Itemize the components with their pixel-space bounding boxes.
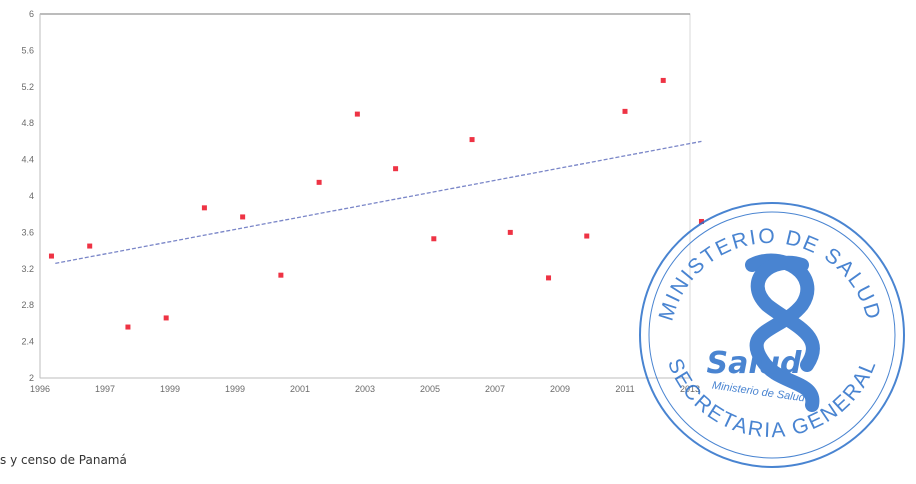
x-tick-label: 1996	[30, 384, 50, 394]
data-point	[354, 111, 360, 117]
x-tick-label: 2007	[485, 384, 505, 394]
x-tick-label: 1997	[95, 384, 115, 394]
data-point	[622, 108, 628, 114]
data-point	[201, 205, 207, 211]
official-stamp: MINISTERIO DE SALUD SECRETARIA GENERAL S…	[639, 202, 905, 468]
data-point	[48, 253, 54, 259]
x-tick-label: 1999	[160, 384, 180, 394]
y-tick-label: 3.2	[21, 264, 34, 274]
data-points	[48, 77, 704, 330]
x-tick-label: 2013	[680, 384, 700, 394]
trendline-layer	[55, 140, 702, 264]
y-axis-ticks: 6 5.6 5.2 4.8 4.4 4 3.6 3.2 2.8 2.4 2	[21, 9, 34, 383]
x-axis-ticks: 1996 1997 1999 1999 2001 2003 2005 2007 2009 2011…	[30, 384, 700, 394]
data-point	[660, 77, 666, 83]
data-point	[584, 233, 590, 239]
y-tick-label: 6	[29, 9, 34, 19]
y-tick-label: 2.4	[21, 337, 34, 347]
data-point	[469, 137, 475, 143]
data-point	[393, 166, 399, 172]
x-tick-label: 2003	[355, 384, 375, 394]
data-point	[431, 236, 437, 242]
y-tick-label: 5.2	[21, 82, 34, 92]
data-point	[87, 243, 93, 249]
data-point	[163, 315, 169, 321]
data-point	[240, 214, 246, 220]
data-point	[546, 275, 552, 281]
data-point	[125, 324, 131, 330]
y-tick-label: 2.8	[21, 300, 34, 310]
x-tick-label: 2009	[550, 384, 570, 394]
y-tick-label: 4	[29, 191, 34, 201]
data-point	[278, 272, 284, 278]
y-tick-label: 3.6	[21, 227, 34, 237]
x-tick-label: 1999	[225, 384, 245, 394]
y-tick-label: 4.8	[21, 118, 34, 128]
x-tick-label: 2011	[615, 384, 634, 394]
stamp-emblem-icon	[745, 253, 820, 412]
y-tick-label: 5.6	[21, 45, 34, 55]
trendline	[55, 140, 702, 264]
y-tick-label: 4.4	[21, 155, 34, 165]
y-tick-label: 2	[29, 373, 34, 383]
plot-area	[39, 13, 691, 379]
x-tick-label: 2005	[420, 384, 440, 394]
data-point	[507, 229, 513, 235]
source-footnote: s y censo de Panamá	[0, 453, 127, 467]
data-point	[316, 179, 322, 185]
x-tick-label: 2001	[290, 384, 310, 394]
stamp-logo-text: Salud	[707, 346, 802, 381]
data-point	[698, 218, 704, 224]
